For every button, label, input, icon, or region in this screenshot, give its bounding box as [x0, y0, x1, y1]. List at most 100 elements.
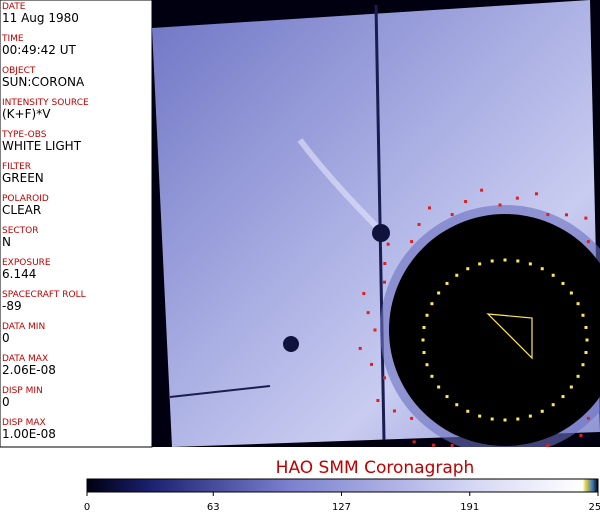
dot — [437, 291, 441, 295]
field-value: -89 — [2, 299, 22, 313]
dot — [569, 385, 573, 389]
tick-label: 63 — [207, 502, 220, 512]
dot — [430, 374, 434, 378]
dot — [422, 325, 426, 329]
dot — [540, 267, 544, 271]
field-label: TIME — [1, 34, 24, 44]
dot — [528, 414, 532, 418]
dot — [584, 216, 588, 220]
tick-label: 191 — [460, 502, 479, 512]
dot — [584, 325, 588, 329]
dot — [466, 409, 470, 413]
dot — [425, 313, 429, 317]
dot — [430, 302, 434, 306]
spot — [283, 336, 299, 352]
field-label: DATE — [2, 2, 26, 12]
dot — [516, 417, 520, 421]
field-label: SECTOR — [2, 226, 39, 236]
dot — [464, 200, 468, 204]
dot — [421, 338, 425, 342]
dot — [490, 259, 494, 263]
pylon — [374, 4, 386, 441]
dot — [410, 416, 414, 420]
tick-label: 127 — [332, 502, 351, 512]
dot — [581, 363, 585, 367]
dot — [551, 273, 555, 277]
field-value: N — [2, 235, 11, 249]
field-label: SPACECRAFT ROLL — [2, 290, 86, 300]
dot — [586, 416, 590, 420]
dot — [551, 403, 555, 407]
field-label: EXPOSURE — [2, 258, 51, 268]
occulter — [389, 214, 600, 446]
dot — [586, 240, 590, 244]
dot — [410, 240, 414, 244]
dot — [585, 338, 589, 342]
dot — [499, 454, 502, 457]
dot — [569, 451, 572, 454]
dot — [533, 457, 536, 460]
dot — [358, 346, 362, 350]
field-label: FILTER — [2, 162, 31, 172]
dot — [392, 409, 396, 413]
field-label: OBJECT — [2, 66, 36, 76]
dot — [565, 213, 568, 217]
coronagraph-image — [152, 0, 600, 463]
field-label: TYPE-OBS — [1, 130, 47, 140]
dot — [455, 273, 459, 277]
dot — [445, 281, 449, 285]
dot — [373, 328, 377, 332]
dot — [569, 291, 573, 295]
field-value: CLEAR — [2, 203, 41, 217]
dot — [383, 262, 387, 265]
field-value: WHITE LIGHT — [2, 139, 82, 153]
field-value: SUN:CORONA — [2, 75, 85, 89]
dot — [437, 385, 441, 389]
dot — [383, 376, 387, 380]
streamer — [297, 138, 385, 235]
planet — [372, 224, 390, 242]
colorbar — [86, 478, 599, 493]
dot — [480, 188, 484, 192]
field-value: 1.00E-08 — [2, 427, 56, 441]
colorbar-ticks: 0 63 127 191 255 — [84, 492, 600, 512]
dot — [362, 292, 366, 296]
tick-label: 255 — [588, 502, 600, 512]
dot — [412, 440, 416, 444]
dot — [455, 403, 459, 407]
info-panel — [0, 0, 153, 448]
dot — [450, 213, 454, 217]
dot — [432, 443, 435, 447]
dot — [466, 267, 470, 271]
field-value: 0 — [2, 395, 10, 409]
field-label: DATA MIN — [2, 322, 45, 332]
field-value: GREEN — [2, 171, 44, 185]
dot — [579, 434, 583, 438]
dot — [490, 417, 494, 421]
grid-dots — [358, 188, 590, 463]
title: HAO SMM Coronagraph — [276, 458, 475, 478]
dot — [417, 222, 421, 226]
dot — [383, 280, 387, 284]
dot — [546, 213, 550, 217]
field-label: DATA MAX — [2, 354, 48, 364]
dot — [576, 374, 580, 378]
dot — [370, 362, 374, 366]
field-label: DISP MAX — [2, 418, 46, 428]
dot — [576, 302, 580, 306]
dot — [478, 414, 482, 418]
dot — [425, 363, 429, 367]
dot — [534, 192, 538, 196]
field-label: INTENSITY SOURCE — [2, 98, 89, 108]
dot — [546, 443, 550, 447]
dot — [481, 460, 484, 463]
field-value: 6.144 — [2, 267, 36, 281]
dot — [516, 259, 520, 263]
field-value: 11 Aug 1980 — [2, 11, 79, 25]
field-value: 2.06E-08 — [2, 363, 56, 377]
tick-label: 0 — [84, 502, 90, 512]
field-value: (K+F)*V — [2, 107, 51, 121]
field-value: 0 — [2, 331, 10, 345]
